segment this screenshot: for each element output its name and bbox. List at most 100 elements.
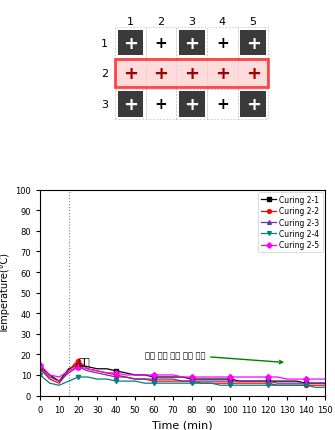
- Curing 2-2: [114, 372, 118, 378]
- Curing 2-5: [238, 375, 242, 380]
- Curing 2-5: [124, 372, 128, 378]
- Bar: [238, 28, 268, 59]
- Curing 2-1: [152, 375, 156, 380]
- Line: Curing 2-2: Curing 2-2: [38, 359, 327, 387]
- Bar: [146, 28, 177, 59]
- Curing 2-3: [266, 379, 270, 384]
- Curing 2-4: [86, 375, 90, 380]
- Bar: [115, 89, 146, 120]
- Text: +: +: [123, 96, 138, 114]
- FancyBboxPatch shape: [179, 31, 205, 56]
- Curing 2-5: [294, 377, 298, 382]
- Curing 2-2: [314, 383, 318, 388]
- Curing 2-5: [133, 372, 137, 378]
- Curing 2-4: [200, 381, 204, 386]
- Text: 2: 2: [157, 17, 165, 27]
- Text: +: +: [123, 65, 138, 83]
- Curing 2-4: [218, 383, 222, 388]
- Text: 3: 3: [188, 17, 195, 27]
- Curing 2-1: [238, 379, 242, 384]
- Curing 2-4: [285, 383, 289, 388]
- Line: Curing 2-1: Curing 2-1: [38, 363, 327, 385]
- Text: +: +: [123, 34, 138, 52]
- Curing 2-2: [181, 379, 185, 384]
- Curing 2-4: [209, 381, 213, 386]
- Curing 2-3: [238, 379, 242, 384]
- Curing 2-4: [314, 385, 318, 390]
- Bar: [177, 28, 207, 59]
- Curing 2-5: [285, 377, 289, 382]
- Curing 2-3: [200, 379, 204, 384]
- Curing 2-5: [57, 375, 61, 380]
- Curing 2-4: [304, 383, 308, 388]
- Curing 2-4: [181, 381, 185, 386]
- Bar: [238, 89, 268, 120]
- Line: Curing 2-4: Curing 2-4: [38, 373, 327, 390]
- Text: +: +: [155, 36, 168, 51]
- Curing 2-3: [48, 375, 52, 380]
- Curing 2-1: [95, 366, 99, 372]
- Curing 2-3: [304, 381, 308, 386]
- Curing 2-5: [76, 364, 80, 369]
- Curing 2-2: [304, 383, 308, 388]
- Curing 2-1: [200, 377, 204, 382]
- Text: 5: 5: [250, 17, 257, 27]
- Curing 2-4: [143, 381, 147, 386]
- Curing 2-4: [105, 377, 109, 382]
- Curing 2-2: [285, 383, 289, 388]
- Curing 2-2: [95, 369, 99, 374]
- Curing 2-2: [247, 381, 251, 386]
- Bar: [115, 59, 146, 89]
- Curing 2-2: [38, 366, 42, 372]
- Curing 2-4: [323, 385, 327, 390]
- Curing 2-2: [275, 383, 279, 388]
- Curing 2-3: [209, 379, 213, 384]
- Curing 2-1: [190, 377, 194, 382]
- Curing 2-2: [57, 381, 61, 386]
- Curing 2-2: [76, 358, 80, 363]
- X-axis label: Time (min): Time (min): [152, 419, 213, 429]
- Curing 2-5: [218, 375, 222, 380]
- Text: 3: 3: [101, 100, 108, 110]
- Text: 4: 4: [219, 17, 226, 27]
- Curing 2-3: [38, 366, 42, 372]
- Curing 2-5: [181, 375, 185, 380]
- Curing 2-3: [133, 377, 137, 382]
- Curing 2-3: [161, 377, 165, 382]
- Text: 2: 2: [101, 69, 108, 79]
- Curing 2-4: [124, 379, 128, 384]
- Curing 2-5: [152, 372, 156, 378]
- Curing 2-5: [143, 372, 147, 378]
- Curing 2-5: [314, 377, 318, 382]
- Curing 2-3: [57, 379, 61, 384]
- Curing 2-3: [285, 381, 289, 386]
- Line: Curing 2-5: Curing 2-5: [38, 363, 327, 381]
- Legend: Curing 2-1, Curing 2-2, Curing 2-3, Curing 2-4, Curing 2-5: Curing 2-1, Curing 2-2, Curing 2-3, Curi…: [258, 193, 323, 253]
- FancyBboxPatch shape: [118, 31, 143, 56]
- Curing 2-5: [275, 375, 279, 380]
- Curing 2-3: [275, 381, 279, 386]
- Text: 양생 가능 온도 유지 구간: 양생 가능 온도 유지 구간: [145, 350, 283, 364]
- Curing 2-3: [152, 377, 156, 382]
- Text: +: +: [153, 65, 169, 83]
- Curing 2-1: [181, 375, 185, 380]
- Text: +: +: [216, 36, 229, 51]
- Curing 2-1: [171, 375, 175, 380]
- Curing 2-1: [323, 381, 327, 386]
- Curing 2-2: [238, 381, 242, 386]
- Curing 2-4: [114, 379, 118, 384]
- Text: +: +: [215, 65, 230, 83]
- Curing 2-4: [294, 383, 298, 388]
- Curing 2-3: [190, 379, 194, 384]
- Curing 2-5: [257, 375, 261, 380]
- Curing 2-5: [171, 372, 175, 378]
- Curing 2-1: [247, 379, 251, 384]
- Curing 2-1: [57, 379, 61, 384]
- Curing 2-3: [181, 379, 185, 384]
- Curing 2-2: [294, 383, 298, 388]
- Curing 2-3: [294, 381, 298, 386]
- Curing 2-3: [76, 364, 80, 369]
- Curing 2-1: [124, 370, 128, 375]
- Text: +: +: [246, 34, 261, 52]
- Curing 2-3: [143, 377, 147, 382]
